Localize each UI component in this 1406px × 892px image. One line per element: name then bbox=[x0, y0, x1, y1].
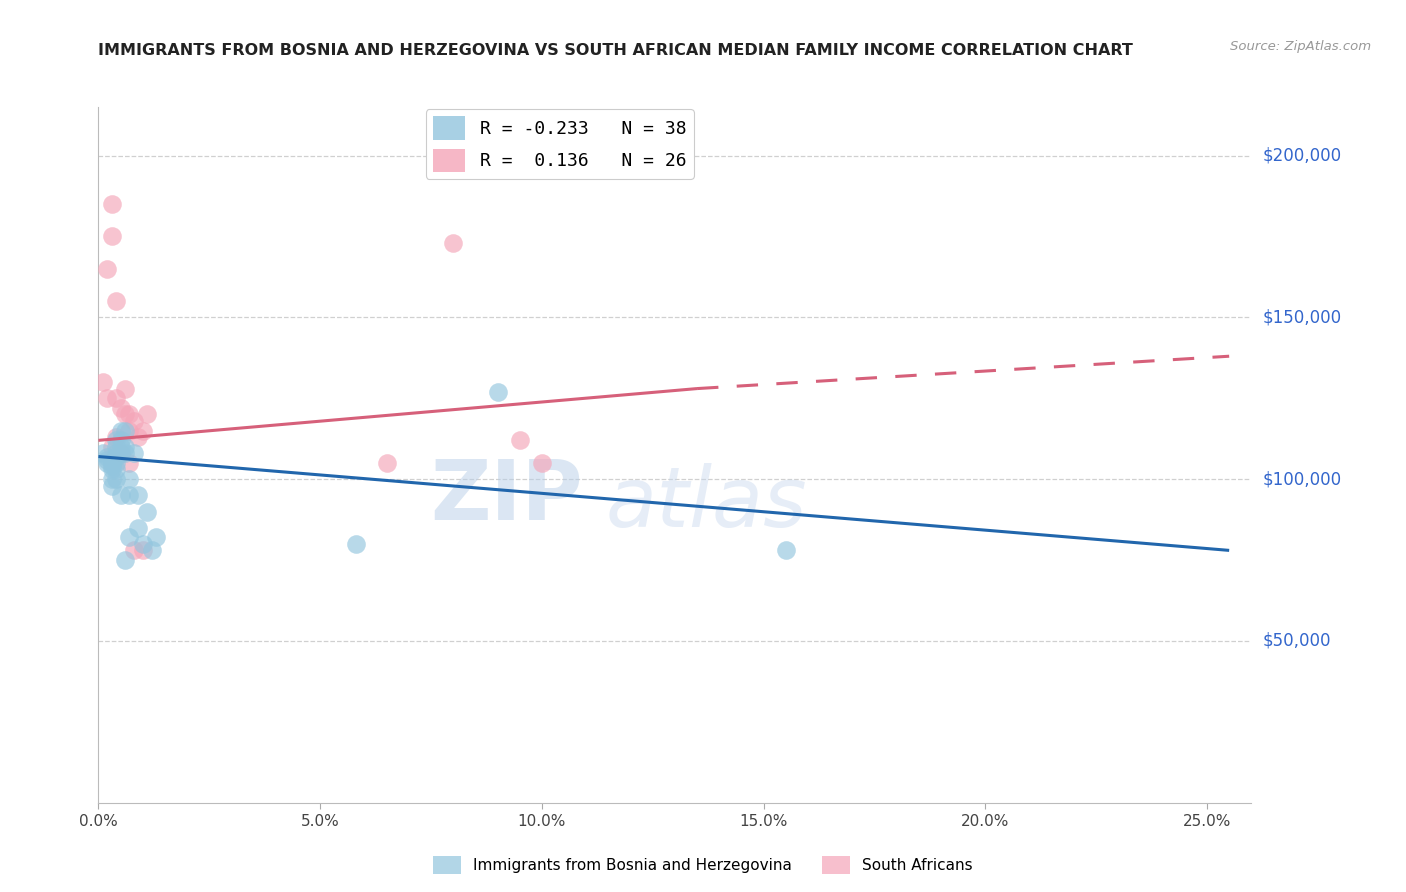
Point bbox=[118, 456, 141, 470]
Point bbox=[105, 392, 128, 406]
Point bbox=[105, 450, 128, 464]
Point bbox=[110, 434, 132, 448]
Point bbox=[100, 229, 122, 244]
Point bbox=[110, 401, 132, 415]
Text: IMMIGRANTS FROM BOSNIA AND HERZEGOVINA VS SOUTH AFRICAN MEDIAN FAMILY INCOME COR: IMMIGRANTS FROM BOSNIA AND HERZEGOVINA V… bbox=[98, 43, 1133, 58]
Point bbox=[100, 478, 122, 492]
Point bbox=[122, 543, 145, 558]
Legend: R = -0.233   N = 38, R =  0.136   N = 26: R = -0.233 N = 38, R = 0.136 N = 26 bbox=[426, 109, 693, 179]
Point bbox=[127, 430, 149, 444]
Point bbox=[110, 440, 132, 454]
Point bbox=[132, 537, 155, 551]
Text: atlas: atlas bbox=[606, 463, 807, 544]
Point bbox=[105, 456, 128, 470]
Point bbox=[110, 446, 132, 460]
Point bbox=[114, 408, 136, 422]
Point bbox=[118, 531, 141, 545]
Point bbox=[100, 197, 122, 211]
Point bbox=[105, 434, 128, 448]
Point bbox=[486, 384, 509, 399]
Text: $100,000: $100,000 bbox=[1263, 470, 1341, 488]
Point bbox=[114, 382, 136, 396]
Point bbox=[114, 553, 136, 567]
Point bbox=[509, 434, 531, 448]
Point bbox=[344, 537, 367, 551]
Point bbox=[118, 408, 141, 422]
Point bbox=[105, 472, 128, 486]
Point bbox=[110, 424, 132, 438]
Point bbox=[118, 472, 141, 486]
Point bbox=[100, 462, 122, 476]
Point bbox=[127, 488, 149, 502]
Point bbox=[141, 543, 163, 558]
Point bbox=[96, 261, 118, 276]
Text: ZIP: ZIP bbox=[430, 456, 582, 537]
Point bbox=[132, 543, 155, 558]
Point bbox=[118, 424, 141, 438]
Text: $50,000: $50,000 bbox=[1263, 632, 1331, 650]
Point bbox=[136, 408, 159, 422]
Point bbox=[96, 452, 118, 467]
Point bbox=[105, 430, 128, 444]
Point bbox=[105, 446, 128, 460]
Point bbox=[110, 446, 132, 460]
Point bbox=[775, 543, 797, 558]
Point bbox=[100, 472, 122, 486]
Text: $150,000: $150,000 bbox=[1263, 309, 1341, 326]
Point bbox=[100, 440, 122, 454]
Point bbox=[114, 446, 136, 460]
Point bbox=[105, 462, 128, 476]
Text: $200,000: $200,000 bbox=[1263, 146, 1341, 165]
Point bbox=[114, 424, 136, 438]
Point bbox=[132, 424, 155, 438]
Point bbox=[114, 440, 136, 454]
Point bbox=[105, 294, 128, 309]
Point bbox=[118, 488, 141, 502]
Legend: Immigrants from Bosnia and Herzegovina, South Africans: Immigrants from Bosnia and Herzegovina, … bbox=[427, 850, 979, 880]
Point bbox=[136, 504, 159, 518]
Point bbox=[96, 392, 118, 406]
Point bbox=[91, 446, 114, 460]
Point bbox=[127, 521, 149, 535]
Point bbox=[375, 456, 398, 470]
Point bbox=[100, 459, 122, 474]
Point bbox=[110, 488, 132, 502]
Point bbox=[122, 446, 145, 460]
Point bbox=[122, 414, 145, 428]
Point bbox=[100, 456, 122, 470]
Point bbox=[145, 531, 167, 545]
Text: Source: ZipAtlas.com: Source: ZipAtlas.com bbox=[1230, 40, 1371, 54]
Point bbox=[96, 456, 118, 470]
Point bbox=[530, 456, 553, 470]
Point bbox=[105, 440, 128, 454]
Point bbox=[441, 235, 464, 250]
Point bbox=[91, 375, 114, 389]
Point bbox=[96, 450, 118, 464]
